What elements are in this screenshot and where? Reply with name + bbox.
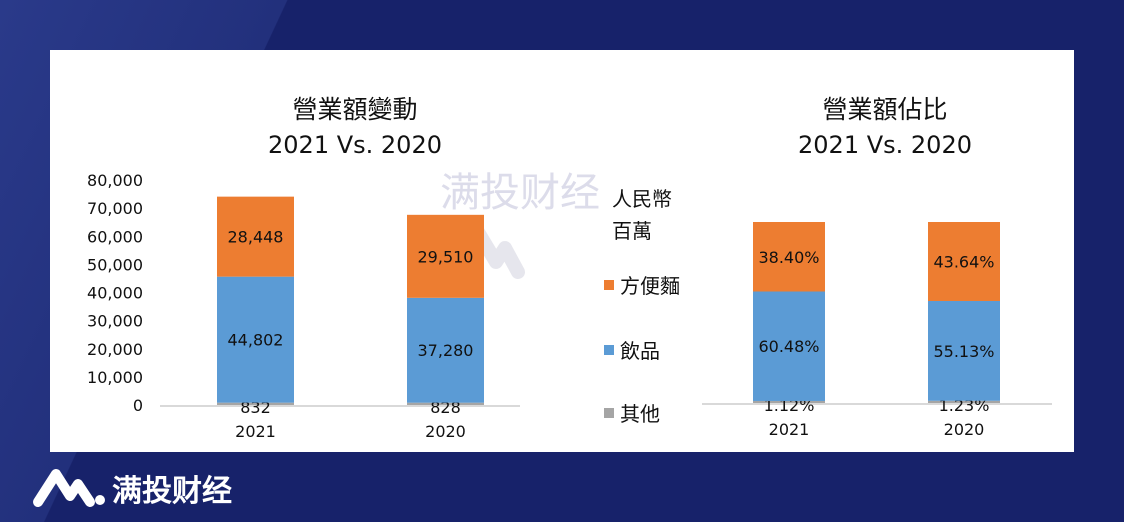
bar-segment: [407, 297, 484, 403]
y-tick-label: 10,000: [87, 368, 143, 387]
legend-label: 其他: [620, 402, 660, 426]
legend-label: 方便麵: [620, 274, 680, 298]
y-tick-label: 0: [133, 396, 143, 415]
bar-segment: [753, 222, 825, 292]
chart2: 1.12%60.48%38.40%20211.23%55.13%43.64%20…: [702, 222, 1052, 439]
x-tick-label: 2021: [235, 422, 276, 441]
legend-swatch: [604, 280, 614, 290]
y-tick-label: 50,000: [87, 255, 143, 274]
chart1-title: 營業額變動: [292, 95, 417, 124]
y-tick-label: 70,000: [87, 199, 143, 218]
bar-segment: [753, 291, 825, 401]
unit-label-million: 百萬: [612, 219, 652, 243]
data-label: 43.64%: [933, 252, 994, 271]
data-label: 29,510: [418, 247, 474, 266]
bar-segment: [928, 222, 1000, 301]
y-tick-label: 60,000: [87, 227, 143, 246]
y-tick-label: 40,000: [87, 284, 143, 303]
bar-segment: [407, 402, 484, 405]
legend-label: 飲品: [620, 339, 660, 363]
data-label: 828: [430, 398, 461, 417]
x-tick-label: 2021: [769, 420, 810, 439]
chart2-title: 營業額佔比: [822, 95, 947, 124]
bar-segment: [217, 276, 294, 403]
chart1-subtitle: 2021 Vs. 2020: [268, 131, 442, 159]
bar-segment: [928, 300, 1000, 401]
legend-swatch: [604, 345, 614, 355]
chart1: 0 10,000 20,000 30,000 40,000 50,000 60,000 70,…: [87, 171, 520, 441]
chart2-subtitle: 2021 Vs. 2020: [798, 131, 972, 159]
legend-swatch: [604, 408, 614, 418]
data-label: 44,802: [228, 331, 284, 350]
data-label: 28,448: [228, 228, 284, 247]
data-label: 60.48%: [758, 337, 819, 356]
brand: 满投财经: [30, 466, 232, 510]
bar-segment: [217, 196, 294, 277]
brand-name: 满投财经: [112, 474, 232, 509]
unit-label-currency: 人民幣: [612, 187, 672, 211]
bar-segment: [407, 214, 484, 298]
bar-segment: [753, 400, 825, 403]
y-tick-label: 20,000: [87, 340, 143, 359]
mantou-logo-icon: [33, 469, 105, 507]
x-tick-label: 2020: [944, 420, 985, 439]
data-label: 55.13%: [933, 342, 994, 361]
y-tick-label: 30,000: [87, 312, 143, 331]
watermark-text: 满投财经: [440, 170, 600, 216]
bar-segment: [217, 402, 294, 405]
data-label: 38.40%: [758, 248, 819, 267]
x-tick-label: 2020: [425, 422, 466, 441]
y-tick-label: 80,000: [87, 171, 143, 190]
data-label: 37,280: [418, 341, 474, 360]
data-label: 832: [240, 398, 271, 417]
bar-segment: [928, 400, 1000, 403]
